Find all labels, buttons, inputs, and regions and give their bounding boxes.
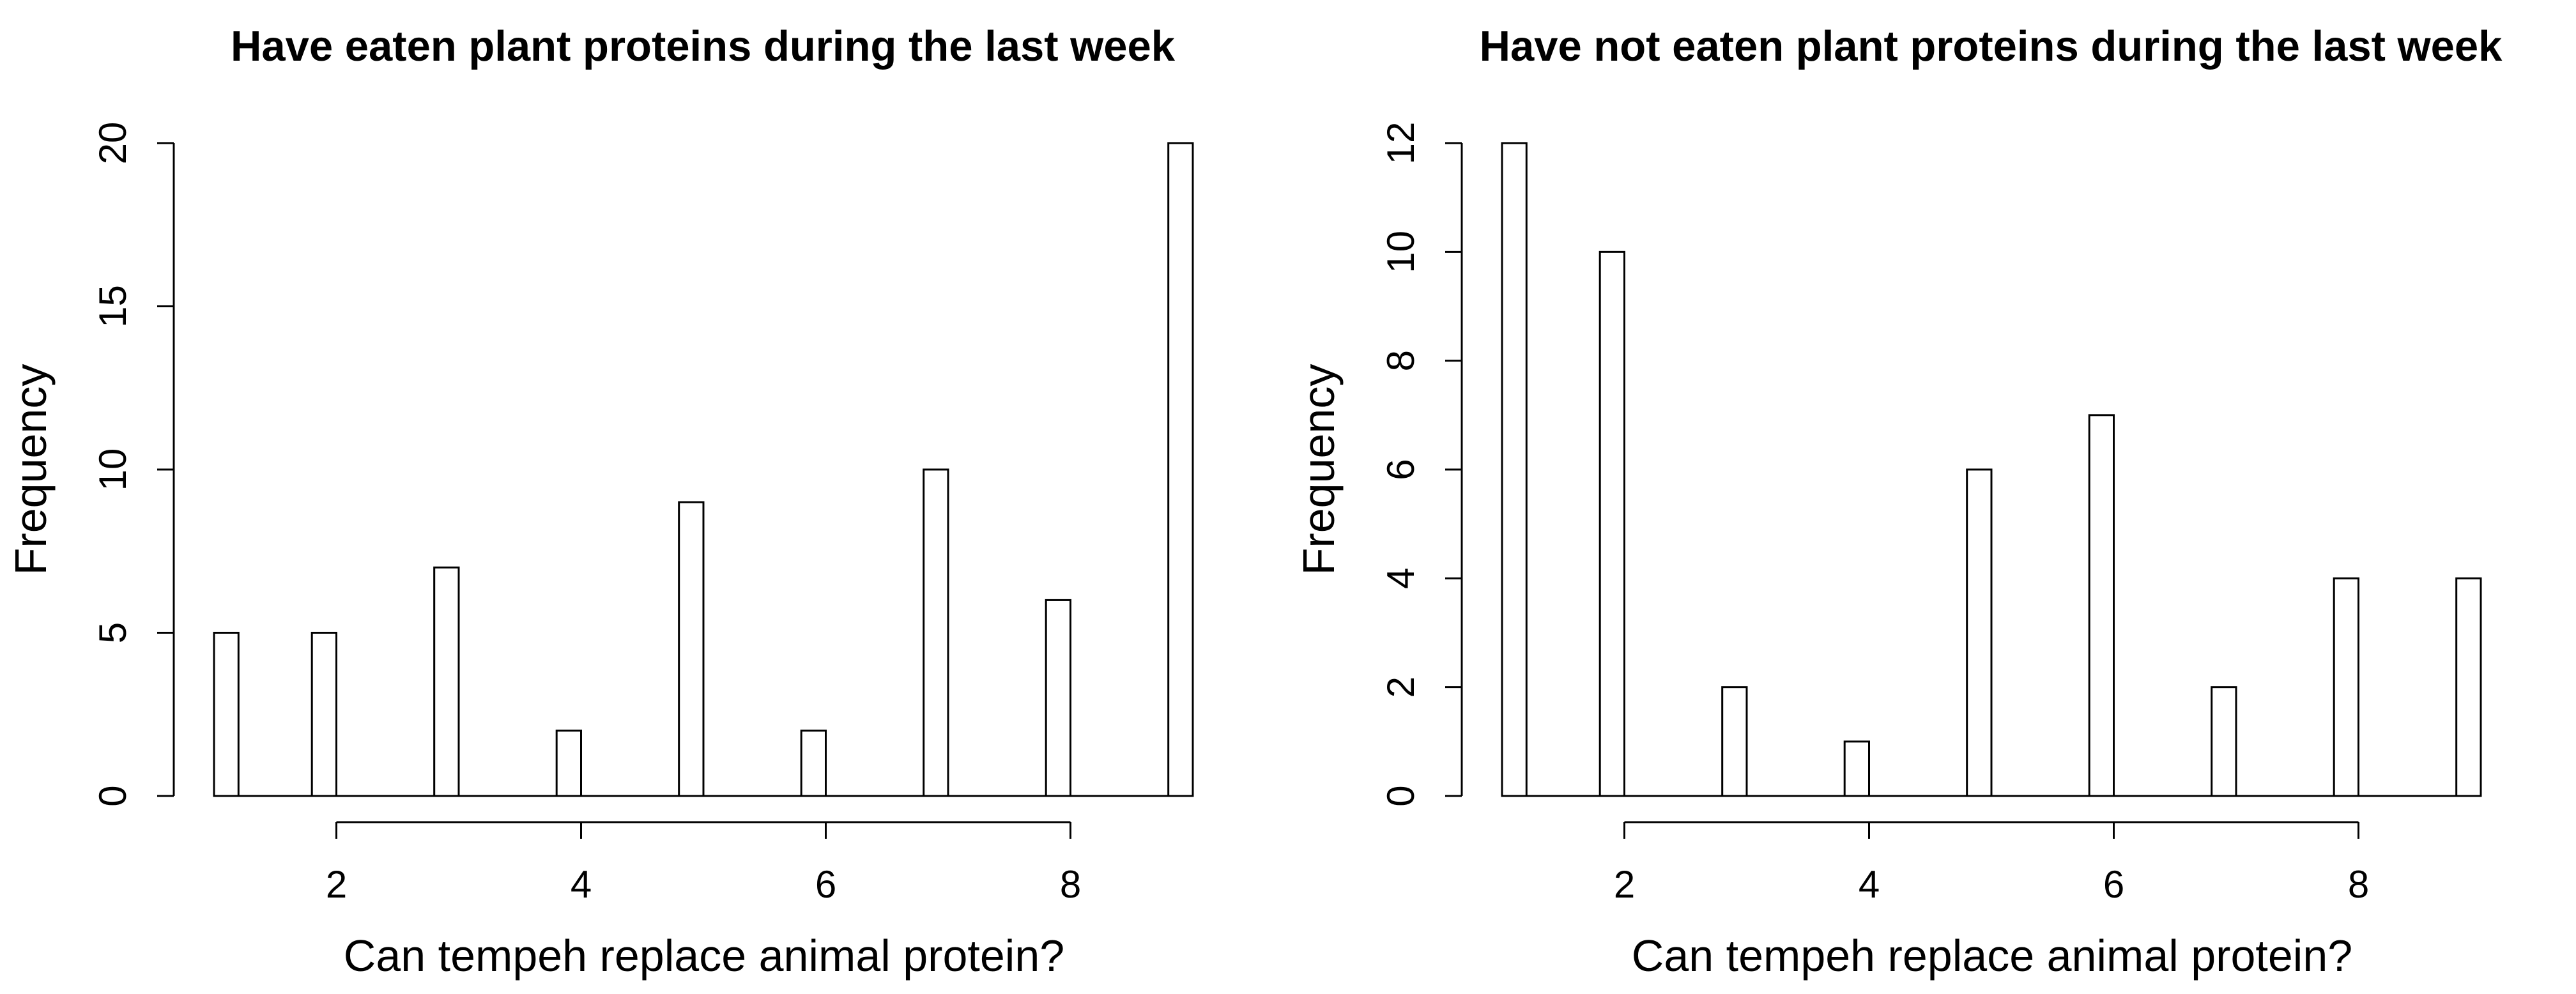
histogram-bar [2211,686,2237,797]
histogram-bar [310,632,338,797]
right-y-axis-title: Frequency [1294,364,1344,576]
x-tick-label: 6 [815,863,836,906]
left-histogram-panel: Have eaten plant proteins during the las… [6,22,1194,981]
histogram-bar [1045,599,1071,797]
histogram-bar [433,566,460,797]
x-tick-label: 2 [326,863,347,906]
y-tick-label: 15 [91,285,134,328]
histogram-bar [1167,142,1194,797]
histogram-bar [1501,142,1528,797]
y-tick-label: 8 [1379,350,1422,371]
right-histogram-svg: Have not eaten plant proteins during the… [1294,22,2503,981]
histogram-bar [1721,686,1748,797]
y-tick-label: 10 [1379,231,1422,273]
histogram-bar [800,730,827,797]
y-tick-label: 10 [91,448,134,491]
histogram-bar [2333,577,2359,797]
histogram-bar [678,501,705,797]
left-chart-title: Have eaten plant proteins during the las… [231,22,1176,70]
y-tick-label: 0 [1379,785,1422,806]
y-tick-label: 20 [91,122,134,165]
right-chart-title: Have not eaten plant proteins during the… [1480,22,2503,70]
x-tick-label: 4 [1859,863,1880,906]
histogram-bar [213,632,240,797]
x-tick-label: 8 [2348,863,2369,906]
histogram-bar [1598,250,1626,797]
x-tick-label: 6 [2103,863,2124,906]
right-x-axis-title: Can tempeh replace animal protein? [1632,931,2352,981]
y-tick-label: 0 [91,785,134,806]
histogram-bar [555,730,583,797]
y-tick-label: 12 [1379,122,1422,165]
y-tick-label: 6 [1379,459,1422,480]
y-tick-label: 5 [91,622,134,643]
right-chart-marks: 0 2 4 6 8 10 12 2 4 6 8 [1379,122,2482,906]
y-tick-label: 4 [1379,568,1422,589]
left-histogram-svg: Have eaten plant proteins during the las… [6,22,1194,981]
y-tick-label: 2 [1379,677,1422,698]
histogram-bar [2455,577,2482,797]
left-chart-marks: 0 5 10 15 20 2 4 6 8 [91,122,1194,906]
histogram-bar [1966,468,1993,797]
left-y-axis-title: Frequency [6,364,56,576]
histogram-bar [923,468,949,797]
left-x-axis-title: Can tempeh replace animal protein? [344,931,1064,981]
histogram-bar [1843,740,1871,797]
x-tick-label: 8 [1060,863,1081,906]
histogram-bar [2088,414,2115,797]
x-tick-label: 4 [571,863,592,906]
right-histogram-panel: Have not eaten plant proteins during the… [1288,0,2576,994]
x-tick-label: 2 [1614,863,1635,906]
